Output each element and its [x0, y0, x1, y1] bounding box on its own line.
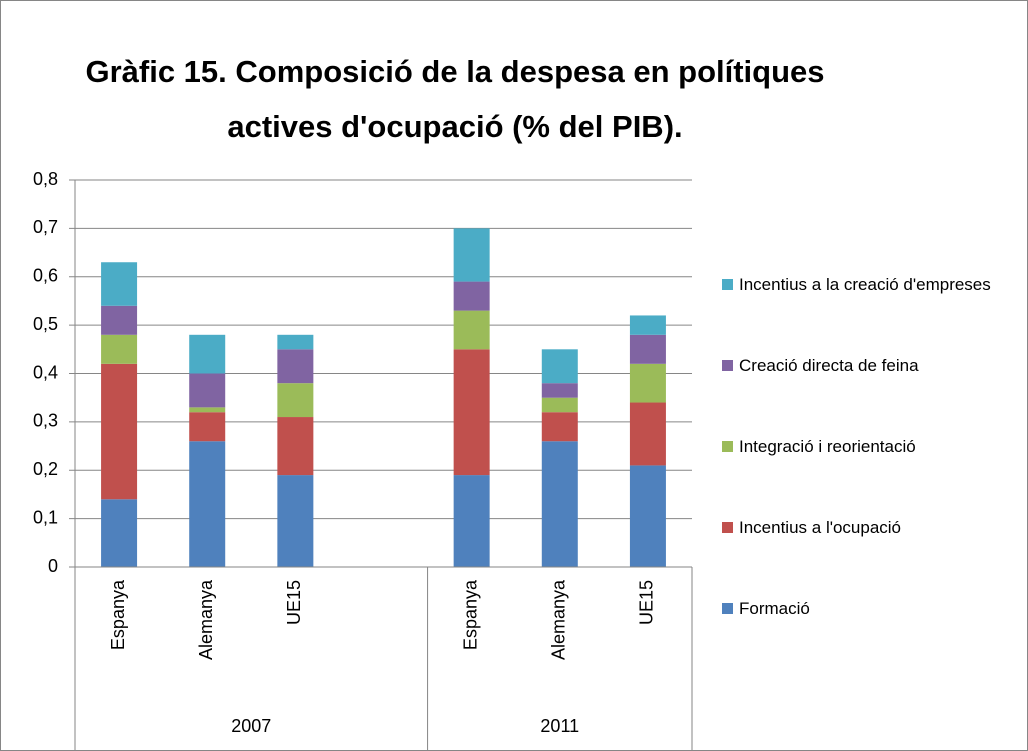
bar-segment	[277, 383, 314, 418]
bar-segment	[541, 397, 578, 413]
legend-swatch	[722, 360, 733, 371]
legend-item: Creació directa de feina	[722, 353, 1022, 378]
bar-segment	[101, 499, 138, 567]
legend-label: Incentius a l'ocupació	[739, 518, 902, 537]
y-tick-label: 0,2	[33, 459, 58, 479]
legend-label: Integració i reorientació	[739, 437, 916, 456]
bar-segment	[189, 441, 226, 567]
x-tick-label: Espanya	[108, 579, 128, 650]
bar-segment	[277, 349, 314, 384]
x-tick-label: Alemanya	[196, 579, 216, 660]
y-tick-label: 0,8	[33, 169, 58, 189]
chart-title: Gràfic 15. Composició de la despesa en p…	[85, 54, 825, 144]
legend-item: Incentius a la creació d'empreses	[722, 272, 1022, 297]
x-tick-label: Alemanya	[549, 579, 569, 660]
legend-swatch	[722, 441, 733, 452]
y-tick-label: 0,3	[33, 411, 58, 431]
y-tick-label: 0	[48, 556, 58, 576]
legend-label: Formació	[739, 599, 810, 618]
bar-segment	[541, 383, 578, 398]
bar-segment	[101, 363, 138, 500]
x-tick-label: UE15	[284, 580, 304, 625]
group-label: 2007	[231, 716, 271, 736]
y-tick-label: 0,4	[33, 362, 58, 382]
bar-segment	[101, 262, 138, 306]
legend-item: Integració i reorientació	[722, 434, 1022, 459]
bar-segment	[629, 334, 666, 364]
bar-segment	[541, 441, 578, 567]
legend-swatch	[722, 279, 733, 290]
legend-swatch	[722, 603, 733, 614]
bar-segment	[453, 281, 490, 311]
bar-segment	[541, 412, 578, 442]
group-label: 2011	[540, 716, 579, 736]
x-tick-label: Espanya	[460, 579, 480, 650]
legend-label: Incentius a la creació d'empreses	[739, 275, 991, 294]
bar-segment	[189, 334, 226, 374]
legend-swatch	[722, 522, 733, 533]
x-tick-label: UE15	[637, 580, 657, 625]
legend-label: Creació directa de feina	[739, 356, 919, 375]
bar-segment	[541, 349, 578, 384]
bar-segment	[189, 412, 226, 442]
bar-segment	[453, 349, 490, 476]
bar-segment	[277, 417, 314, 476]
bar-segment	[277, 334, 314, 350]
bar-segment	[453, 475, 490, 567]
bar-segment	[629, 402, 666, 466]
y-tick-label: 0,7	[33, 217, 58, 237]
y-tick-label: 0,5	[33, 314, 58, 334]
bar-segment	[629, 315, 666, 335]
bar-segment	[101, 305, 138, 335]
bar-segment	[189, 373, 226, 408]
bar-segment	[101, 334, 138, 364]
bar-segment	[453, 310, 490, 350]
y-tick-label: 0,1	[33, 507, 58, 527]
bar-segment	[453, 228, 490, 282]
bar-segment	[629, 363, 666, 403]
legend-item: Formació	[722, 596, 1022, 621]
y-tick-label: 0,6	[33, 266, 58, 286]
bar-segment	[277, 475, 314, 567]
bar-segment	[189, 407, 226, 413]
bar-segment	[629, 465, 666, 567]
legend-item: Incentius a l'ocupació	[722, 515, 1022, 540]
